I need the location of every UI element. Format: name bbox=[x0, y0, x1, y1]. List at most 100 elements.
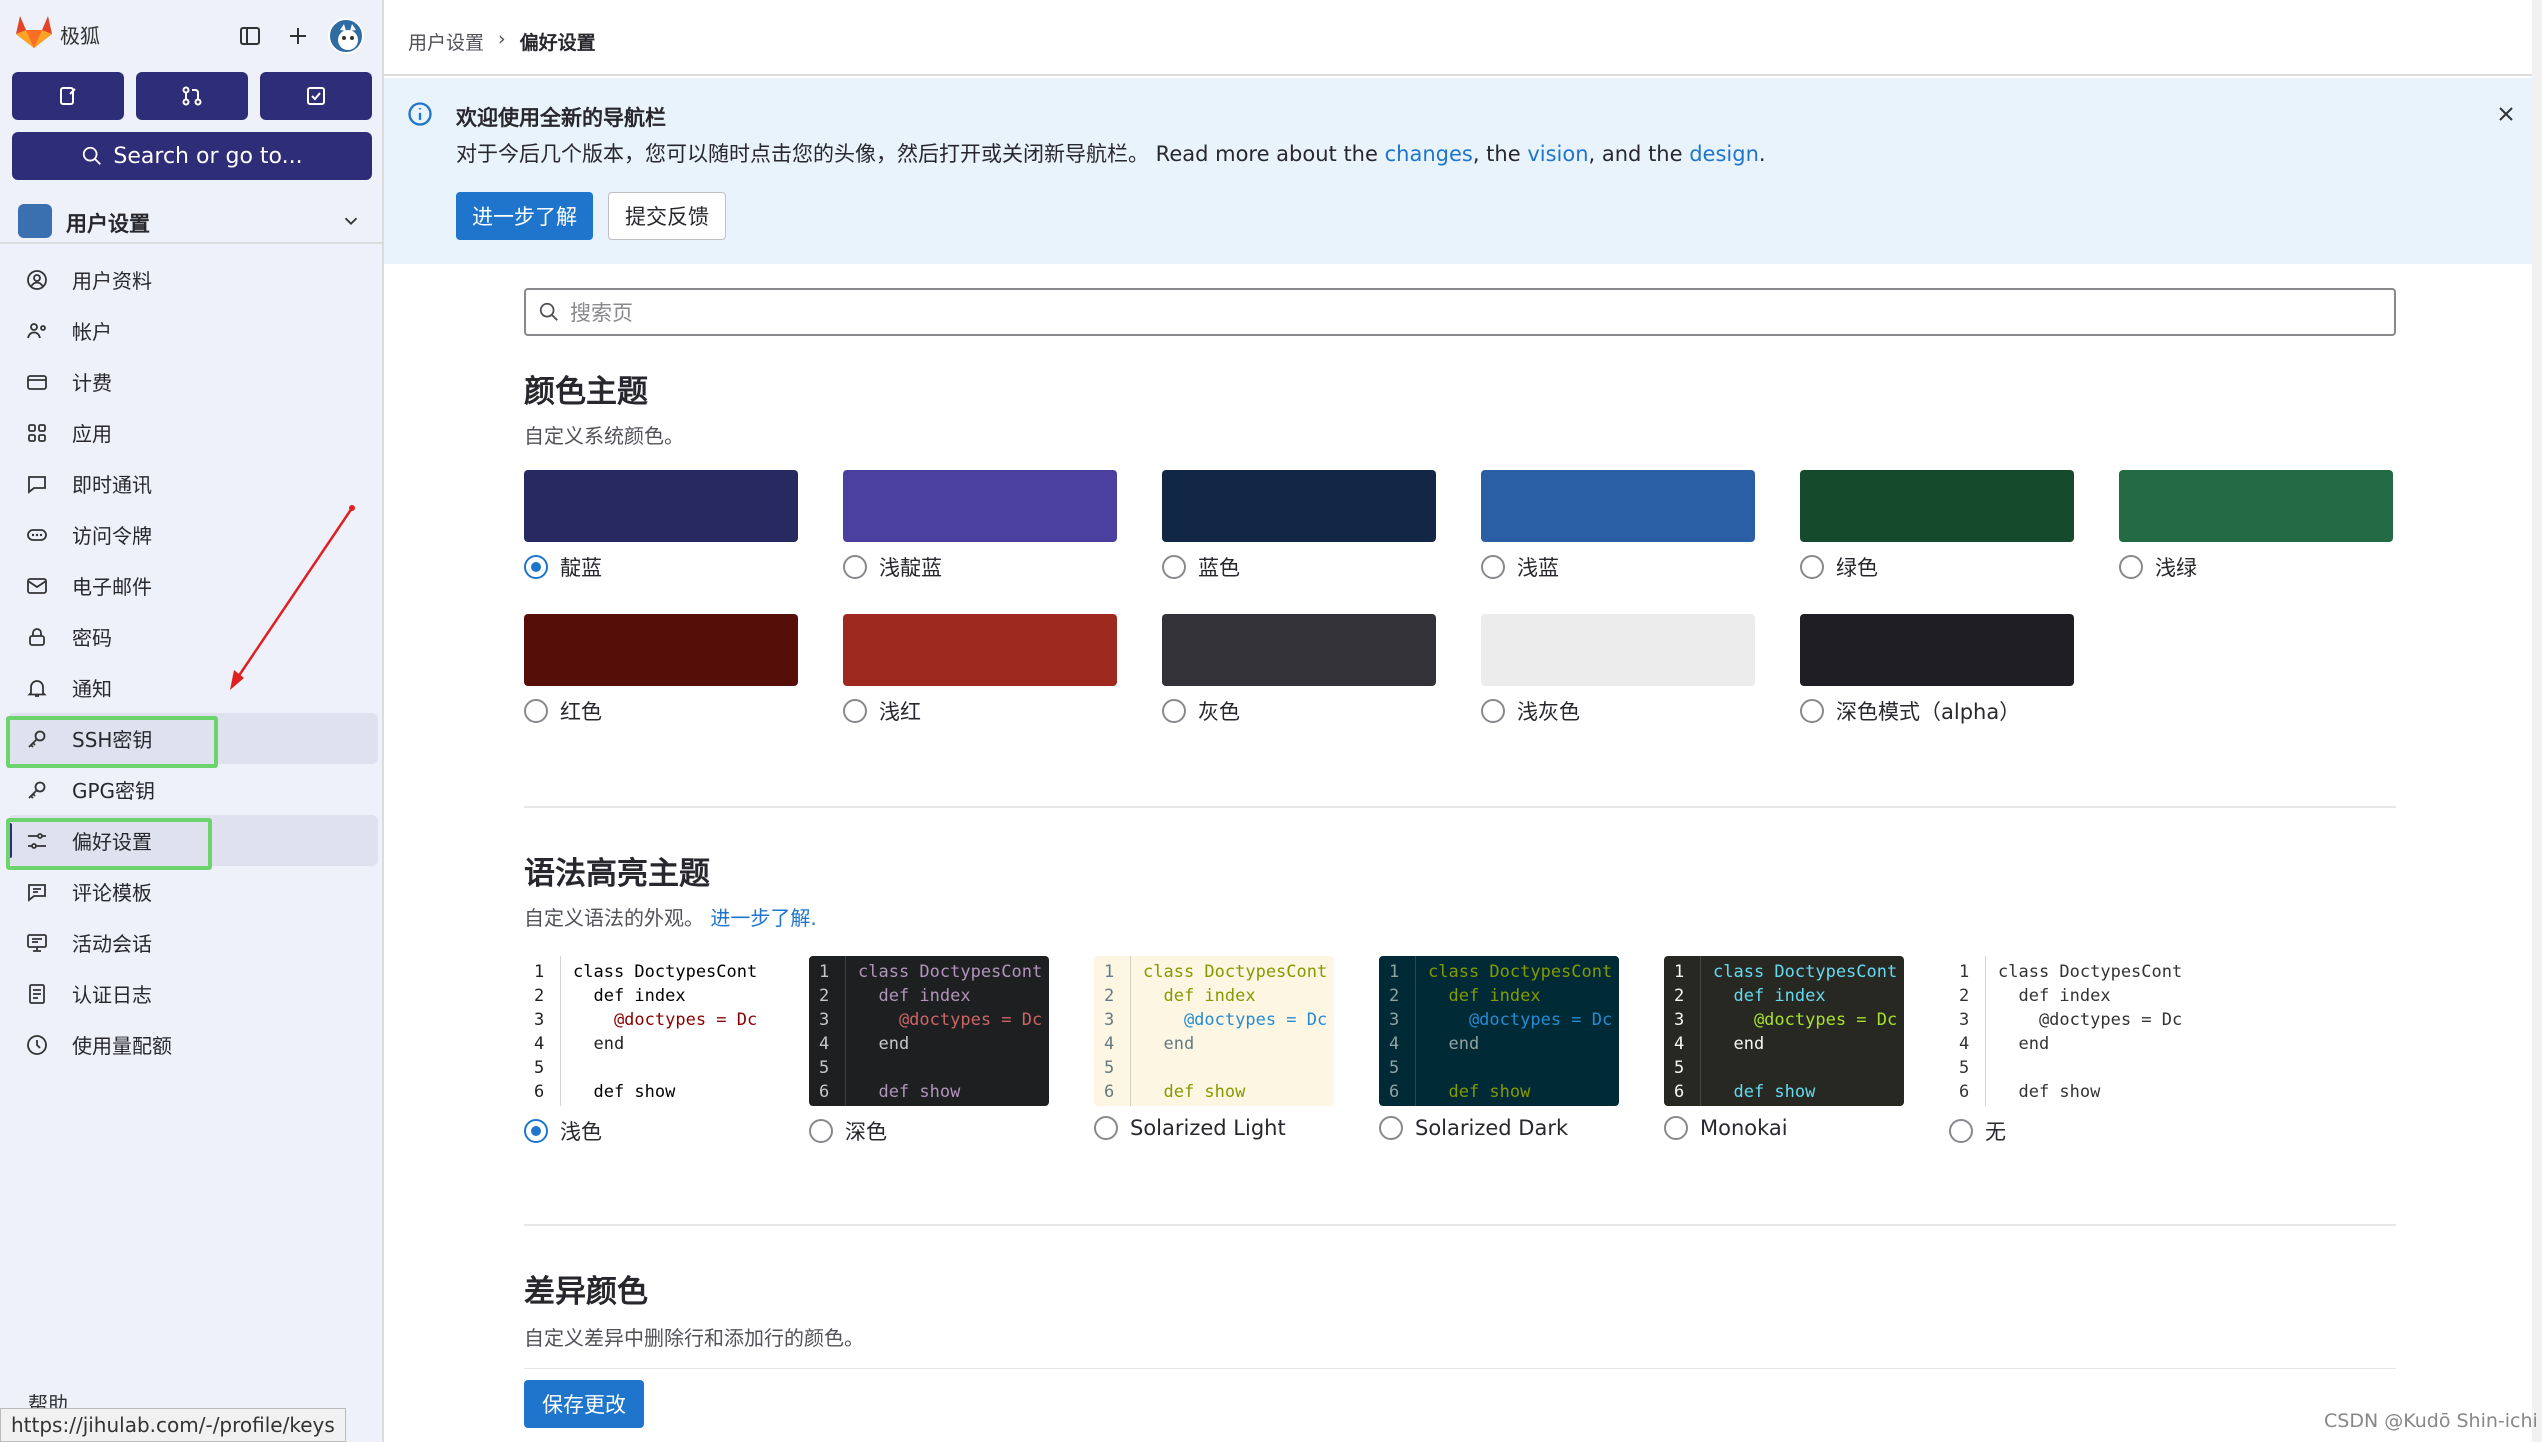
plus-icon[interactable] bbox=[280, 18, 316, 54]
sidebar-item[interactable]: 帐户 bbox=[8, 305, 378, 356]
link-vision[interactable]: vision bbox=[1527, 142, 1589, 166]
sidebar-item[interactable]: 使用量配额 bbox=[8, 1019, 378, 1070]
color-theme-radio-row[interactable]: 绿色 bbox=[1800, 552, 2074, 582]
logo-icon[interactable] bbox=[12, 10, 56, 50]
sidebar-item[interactable]: 认证日志 bbox=[8, 968, 378, 1019]
radio-button[interactable] bbox=[843, 699, 867, 723]
color-theme-radio-row[interactable]: 蓝色 bbox=[1162, 552, 1436, 582]
sidebar-item[interactable]: 偏好设置 bbox=[8, 815, 378, 866]
close-icon[interactable] bbox=[2494, 102, 2518, 126]
sidebar-item[interactable]: 用户资料 bbox=[8, 254, 378, 305]
syntax-preview[interactable]: 1 2 3 4 5 6 class DoctypesCont def index @doct… bbox=[524, 956, 764, 1106]
radio-button[interactable] bbox=[524, 1119, 548, 1143]
syntax-learn-more-link[interactable]: 进一步了解. bbox=[710, 906, 817, 930]
sidebar-item[interactable]: 评论模板 bbox=[8, 866, 378, 917]
color-theme-option[interactable]: 绿色 bbox=[1800, 470, 2074, 582]
color-theme-option[interactable]: 浅灰色 bbox=[1481, 614, 1755, 726]
learn-more-button[interactable]: 进一步了解 bbox=[456, 192, 593, 240]
color-theme-radio-row[interactable]: 红色 bbox=[524, 696, 798, 726]
color-theme-option[interactable]: 浅红 bbox=[843, 614, 1117, 726]
radio-button[interactable] bbox=[1800, 555, 1824, 579]
color-swatch[interactable] bbox=[524, 614, 798, 686]
color-theme-option[interactable]: 红色 bbox=[524, 614, 798, 726]
radio-button[interactable] bbox=[1481, 555, 1505, 579]
color-theme-radio-row[interactable]: 浅红 bbox=[843, 696, 1117, 726]
radio-button[interactable] bbox=[524, 555, 548, 579]
context-switcher[interactable]: 用户设置 bbox=[0, 198, 384, 244]
color-theme-radio-row[interactable]: 浅靛蓝 bbox=[843, 552, 1117, 582]
color-theme-radio-row[interactable]: 浅蓝 bbox=[1481, 552, 1755, 582]
color-theme-option[interactable]: 浅绿 bbox=[2119, 470, 2393, 582]
color-theme-option[interactable]: 浅蓝 bbox=[1481, 470, 1755, 582]
radio-button[interactable] bbox=[1800, 699, 1824, 723]
search-input[interactable]: 搜索页 bbox=[524, 288, 2396, 336]
sidebar-item[interactable]: 活动会话 bbox=[8, 917, 378, 968]
save-button[interactable]: 保存更改 bbox=[524, 1380, 644, 1428]
syntax-preview[interactable]: 1 2 3 4 5 6 class DoctypesCont def index @doct… bbox=[1949, 956, 2189, 1106]
sidebar-toggle-icon[interactable] bbox=[232, 18, 268, 54]
color-swatch[interactable] bbox=[1481, 470, 1755, 542]
color-theme-radio-row[interactable]: 深色模式（alpha） bbox=[1800, 696, 2074, 726]
breadcrumb-parent[interactable]: 用户设置 bbox=[408, 32, 485, 54]
color-theme-option[interactable]: 灰色 bbox=[1162, 614, 1436, 726]
color-swatch[interactable] bbox=[1800, 470, 2074, 542]
syntax-preview[interactable]: 1 2 3 4 5 6 class DoctypesCont def index @doct… bbox=[1094, 956, 1334, 1106]
radio-button[interactable] bbox=[1094, 1116, 1118, 1140]
radio-button[interactable] bbox=[524, 699, 548, 723]
color-theme-radio-row[interactable]: 靛蓝 bbox=[524, 552, 798, 582]
issues-button[interactable] bbox=[12, 72, 124, 120]
color-theme-radio-row[interactable]: 浅绿 bbox=[2119, 552, 2393, 582]
syntax-theme-radio-row[interactable]: 无 bbox=[1949, 1116, 2006, 1146]
color-swatch[interactable] bbox=[1800, 614, 2074, 686]
color-theme-option[interactable]: 蓝色 bbox=[1162, 470, 1436, 582]
color-swatch[interactable] bbox=[1162, 470, 1436, 542]
sidebar-item[interactable]: SSH密钥 bbox=[8, 713, 378, 764]
merge-requests-button[interactable] bbox=[136, 72, 248, 120]
sidebar-item[interactable]: 访问令牌 bbox=[8, 509, 378, 560]
radio-button[interactable] bbox=[809, 1119, 833, 1143]
scrollbar[interactable] bbox=[2532, 0, 2542, 1442]
sidebar-item[interactable]: 应用 bbox=[8, 407, 378, 458]
syntax-theme-radio-row[interactable]: Solarized Light bbox=[1094, 1116, 1286, 1140]
color-theme-option[interactable]: 浅靛蓝 bbox=[843, 470, 1117, 582]
syntax-theme-radio-row[interactable]: Solarized Dark bbox=[1379, 1116, 1568, 1140]
search-icon bbox=[83, 146, 102, 165]
breadcrumb-current[interactable]: 偏好设置 bbox=[519, 32, 596, 54]
sidebar-item[interactable]: 通知 bbox=[8, 662, 378, 713]
color-swatch[interactable] bbox=[524, 470, 798, 542]
syntax-preview[interactable]: 1 2 3 4 5 6 class DoctypesCont def index @doct… bbox=[1379, 956, 1619, 1106]
color-theme-radio-row[interactable]: 灰色 bbox=[1162, 696, 1436, 726]
color-swatch[interactable] bbox=[843, 614, 1117, 686]
radio-button[interactable] bbox=[1162, 699, 1186, 723]
syntax-preview[interactable]: 1 2 3 4 5 6 class DoctypesCont def index @doct… bbox=[1664, 956, 1904, 1106]
radio-button[interactable] bbox=[1664, 1116, 1688, 1140]
sidebar-item[interactable]: 密码 bbox=[8, 611, 378, 662]
todo-button[interactable] bbox=[260, 72, 372, 120]
color-theme-option[interactable]: 靛蓝 bbox=[524, 470, 798, 582]
color-swatch[interactable] bbox=[1162, 614, 1436, 686]
sidebar-item[interactable]: 计费 bbox=[8, 356, 378, 407]
color-theme-radio-row[interactable]: 浅灰色 bbox=[1481, 696, 1755, 726]
search-button[interactable]: Search or go to... bbox=[12, 132, 372, 180]
link-changes[interactable]: changes bbox=[1384, 142, 1473, 166]
radio-button[interactable] bbox=[1481, 699, 1505, 723]
radio-button[interactable] bbox=[2119, 555, 2143, 579]
feedback-button[interactable]: 提交反馈 bbox=[608, 192, 726, 240]
radio-button[interactable] bbox=[1379, 1116, 1403, 1140]
sidebar-item[interactable]: GPG密钥 bbox=[8, 764, 378, 815]
color-swatch[interactable] bbox=[1481, 614, 1755, 686]
color-swatch[interactable] bbox=[843, 470, 1117, 542]
syntax-theme-radio-row[interactable]: 深色 bbox=[809, 1116, 887, 1146]
radio-button[interactable] bbox=[1949, 1119, 1973, 1143]
avatar[interactable] bbox=[328, 18, 364, 54]
color-swatch[interactable] bbox=[2119, 470, 2393, 542]
sidebar-item[interactable]: 电子邮件 bbox=[8, 560, 378, 611]
radio-button[interactable] bbox=[843, 555, 867, 579]
radio-button[interactable] bbox=[1162, 555, 1186, 579]
sidebar-item[interactable]: 即时通讯 bbox=[8, 458, 378, 509]
color-theme-option[interactable]: 深色模式（alpha） bbox=[1800, 614, 2074, 726]
syntax-preview[interactable]: 1 2 3 4 5 6 class DoctypesCont def index @doct… bbox=[809, 956, 1049, 1106]
link-design[interactable]: design bbox=[1689, 142, 1759, 166]
syntax-theme-radio-row[interactable]: 浅色 bbox=[524, 1116, 602, 1146]
syntax-theme-radio-row[interactable]: Monokai bbox=[1664, 1116, 1788, 1140]
